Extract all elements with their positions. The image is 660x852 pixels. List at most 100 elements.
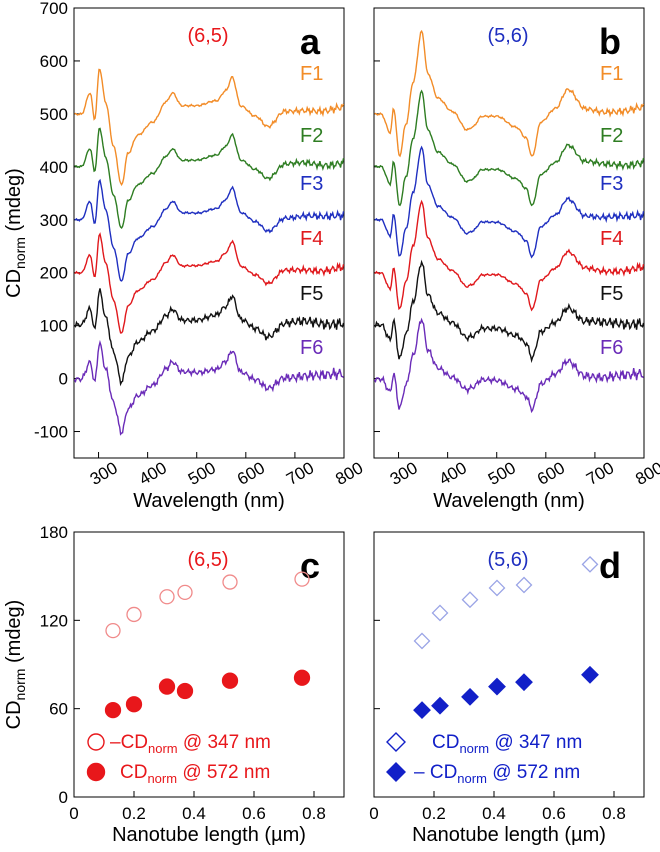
data-point (221, 672, 239, 689)
series-label-F5: F5 (600, 283, 623, 305)
y-tick-label: 200 (40, 264, 68, 283)
x-tick-label: 700 (583, 458, 617, 489)
x-tick-label: 0.6 (542, 804, 566, 823)
series-line-F4 (74, 232, 345, 334)
legend-marker (386, 732, 406, 752)
x-axis-label: Wavelength (nm) (133, 490, 285, 512)
series-line-F5 (73, 288, 345, 387)
legend-marker (86, 762, 106, 782)
series-line-F2 (374, 89, 645, 207)
x-tick-label: 0.4 (182, 804, 206, 823)
plot-frame (373, 7, 645, 459)
x-tick-label: 0.2 (422, 804, 446, 823)
y-tick-label: 500 (40, 105, 68, 124)
legend-text-1: CDnorm @ 572 nm (120, 762, 270, 786)
x-axis-label: Wavelength (nm) (433, 490, 585, 512)
y-axis-label-main: CD (3, 700, 25, 729)
data-point (431, 696, 449, 715)
series-line-F4 (374, 199, 645, 312)
y-tick-label: 180 (40, 523, 68, 542)
y-tick-label: 120 (40, 611, 68, 630)
panel-letter: a (300, 21, 321, 62)
legend-text-0-main: CD (432, 732, 459, 753)
data-point (488, 579, 506, 597)
series-label-F4: F4 (600, 228, 623, 250)
series-label-F3: F3 (300, 173, 323, 195)
series-line-F6 (73, 339, 344, 436)
data-point (294, 571, 310, 587)
data-point (515, 673, 533, 692)
series-label-F5: F5 (300, 283, 323, 305)
series-line-F3 (374, 145, 645, 259)
legend-text-1: – CDnorm @ 572 nm (414, 762, 580, 786)
legend-text-1-main: – CD (414, 762, 457, 783)
y-tick-label: 300 (40, 211, 68, 230)
x-tick-label: 0.6 (242, 804, 266, 823)
y-axis-label-sub: norm (12, 669, 28, 701)
y-axis-label-sub: norm (12, 237, 28, 269)
y-tick-label: -100 (34, 423, 68, 442)
x-tick-label: 500 (185, 458, 219, 489)
y-axis-label-suffix: (mdeg) (3, 600, 25, 669)
data-point (159, 589, 175, 605)
x-tick-label: 800 (632, 458, 660, 489)
series-label-F2: F2 (300, 125, 323, 147)
y-axis-label: CDnorm (mdeg) (3, 600, 28, 730)
data-point (176, 682, 194, 700)
chirality-label: (6,5) (187, 25, 228, 47)
series-line-F3 (74, 178, 345, 282)
legend-text-1-suffix: @ 572 nm (177, 762, 270, 783)
y-axis-label: CDnorm (mdeg) (3, 168, 28, 298)
data-point (581, 555, 599, 573)
data-point (488, 677, 506, 696)
x-tick-label: 0.8 (302, 804, 326, 823)
data-point (104, 701, 122, 719)
plot-frame (373, 531, 645, 798)
panel-letter: d (599, 545, 621, 586)
x-tick-label: 0 (69, 804, 78, 823)
y-tick-label: 0 (59, 370, 68, 389)
plot-frame (73, 531, 345, 798)
panel-letter: c (300, 545, 320, 586)
series-line-F2 (74, 127, 345, 229)
series-line-F1 (74, 68, 345, 187)
legend-text-0-sub: norm (148, 741, 178, 756)
x-tick-label: 400 (436, 458, 470, 489)
data-point (461, 591, 479, 609)
data-point (222, 574, 238, 590)
x-tick-label: 0.2 (122, 804, 146, 823)
y-tick-label: 60 (49, 700, 68, 719)
data-point (431, 604, 449, 622)
legend-text-1-suffix: @ 572 nm (487, 762, 580, 783)
y-axis-label-suffix: (mdeg) (3, 168, 25, 237)
series-label-F6: F6 (300, 337, 323, 359)
legend-text-1-main: CD (120, 762, 147, 783)
data-point (105, 622, 121, 639)
legend-marker (87, 733, 105, 751)
series-label-F2: F2 (600, 125, 623, 147)
data-point (515, 576, 533, 594)
data-point (461, 687, 479, 706)
panel-letter: b (599, 21, 621, 62)
series-line-F5 (373, 259, 645, 364)
legend-text-0-sub: norm (459, 741, 489, 756)
legend-text-1-sub: norm (457, 771, 487, 786)
legend-text-0: CDnorm @ 347 nm (432, 732, 582, 756)
panel-a: 300 400 500 600 700 800 Wavelength (nm) -100 0 10… (3, 0, 366, 512)
x-tick-label: 300 (87, 458, 121, 489)
y-tick-label: 600 (40, 52, 68, 71)
chirality-label: (6,5) (187, 549, 228, 571)
y-tick-label: 100 (40, 317, 68, 336)
legend-text-0-main: –CD (110, 732, 148, 753)
legend-marker (386, 762, 406, 782)
y-tick-label: 400 (40, 158, 68, 177)
legend-text-0-suffix: @ 347 nm (178, 732, 271, 753)
legend-text-1-sub: norm (147, 771, 177, 786)
x-tick-label: 0 (369, 804, 378, 823)
series-label-F3: F3 (600, 173, 623, 195)
series-label-F6: F6 (600, 337, 623, 359)
data-point (177, 584, 193, 601)
